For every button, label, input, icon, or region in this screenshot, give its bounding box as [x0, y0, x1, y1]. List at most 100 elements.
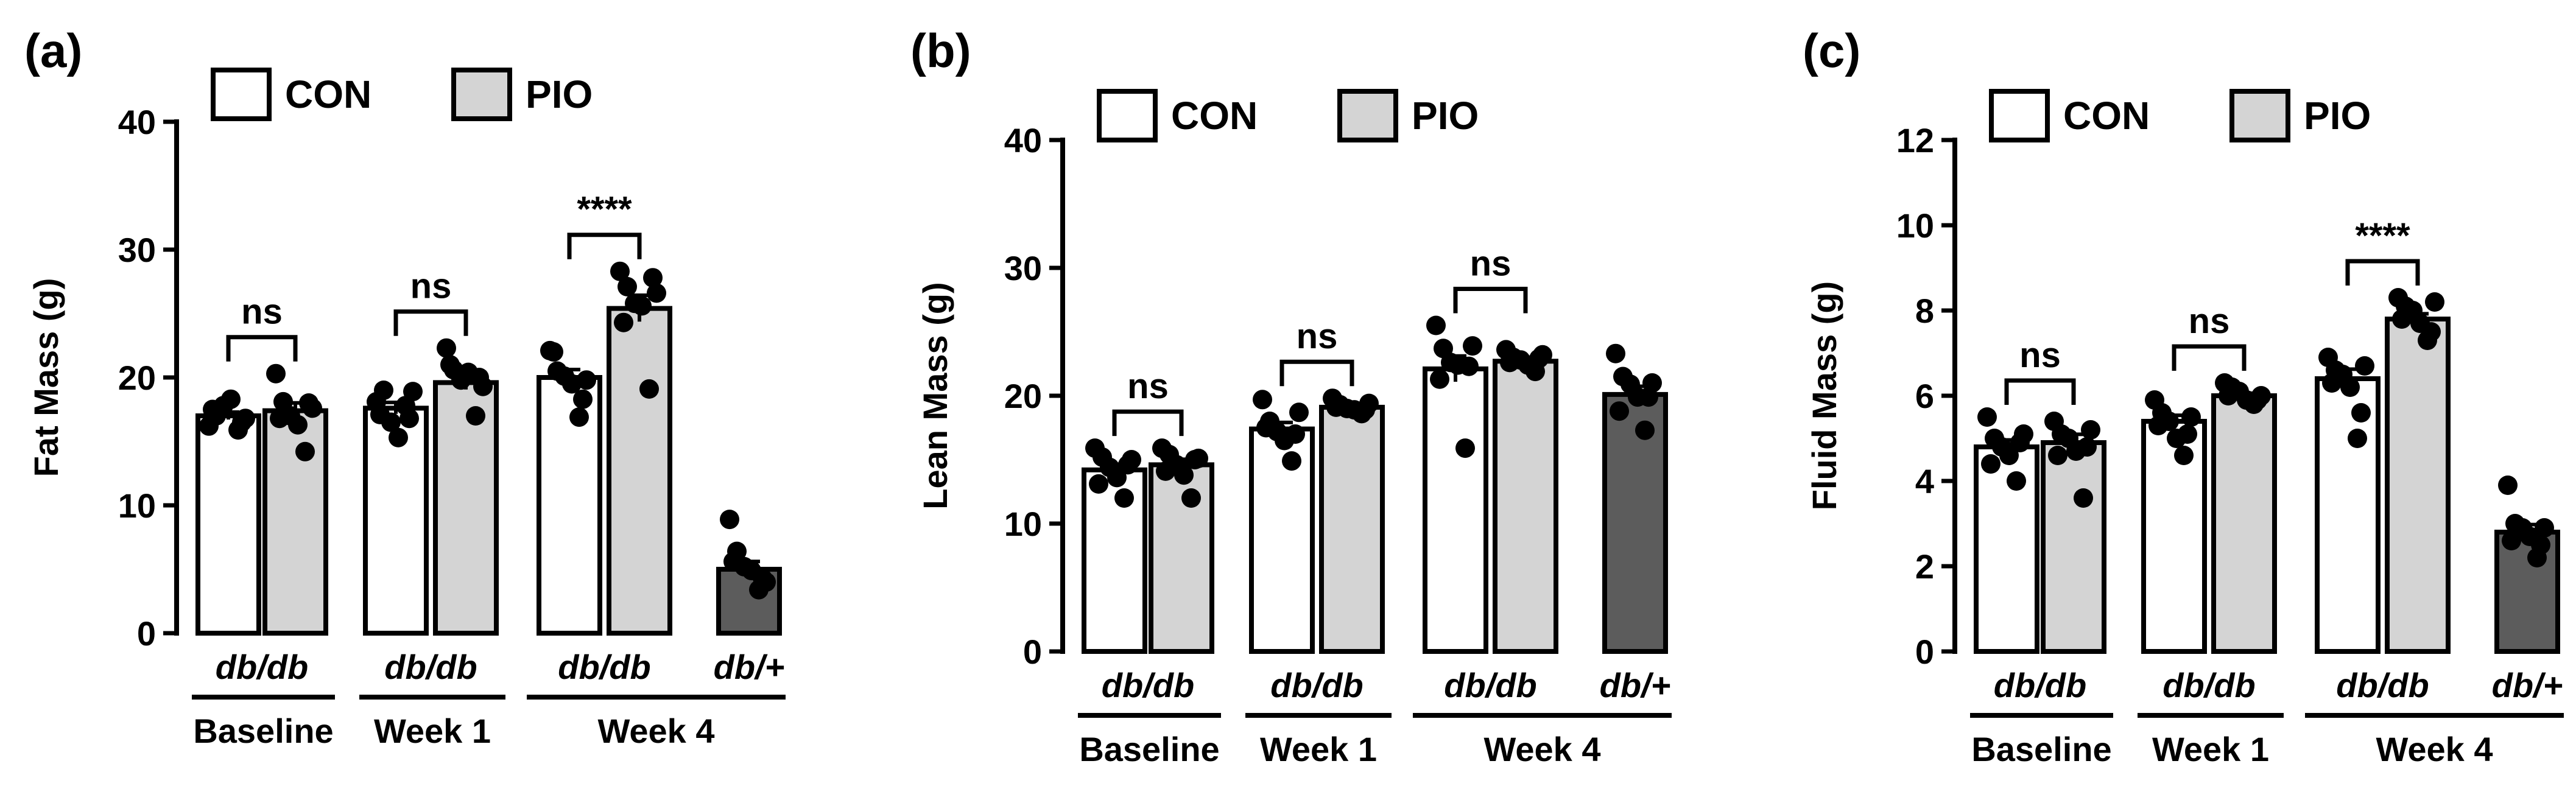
- data-point: [1356, 400, 1375, 420]
- data-point: [1529, 349, 1549, 369]
- data-point: [573, 389, 593, 409]
- data-point: [1326, 397, 1346, 417]
- y-tick-label: 2: [1915, 547, 1934, 586]
- bar: [1249, 426, 1315, 654]
- group-label: Baseline: [1971, 730, 2111, 768]
- genotype-label: db/db: [1444, 666, 1536, 704]
- data-point: [221, 389, 241, 409]
- y-tick-label: 8: [1915, 292, 1934, 330]
- data-point: [2535, 518, 2554, 538]
- significance-label: ns: [1127, 367, 1169, 406]
- data-point: [2355, 356, 2374, 376]
- panel-label: (b): [910, 24, 971, 77]
- data-point: [720, 510, 739, 530]
- data-point: [1455, 438, 1475, 458]
- data-point: [1635, 420, 1655, 440]
- legend-label-pio: PIO: [1412, 94, 1479, 138]
- data-point: [2322, 373, 2342, 393]
- data-point: [1114, 488, 1134, 508]
- data-point: [618, 276, 637, 297]
- data-point: [723, 552, 743, 572]
- data-point: [2174, 446, 2194, 465]
- bar: [1493, 359, 1558, 654]
- data-point: [370, 404, 390, 424]
- data-point: [374, 381, 393, 400]
- data-point: [569, 407, 589, 427]
- panel-label: (c): [1803, 24, 1860, 77]
- y-tick-label: 30: [118, 231, 156, 269]
- data-point: [1256, 418, 1276, 438]
- bar: [2315, 376, 2381, 654]
- significance-label: ****: [2355, 216, 2410, 256]
- data-point: [1459, 356, 1479, 376]
- legend-label-pio: PIO: [2304, 94, 2371, 138]
- data-point: [1981, 454, 2001, 474]
- data-point: [470, 368, 489, 387]
- y-tick-label: 40: [118, 103, 156, 141]
- data-point: [1089, 474, 1108, 494]
- data-point: [1999, 446, 2019, 465]
- significance-bracket: [1453, 287, 1528, 314]
- bar: [433, 380, 499, 636]
- data-point: [440, 355, 460, 374]
- y-axis-title: Fluid Mass (g): [1805, 281, 1843, 510]
- data-point: [2178, 424, 2197, 444]
- bar: [2385, 317, 2451, 654]
- data-point: [1430, 369, 1449, 389]
- data-point: [2181, 407, 2201, 427]
- panel-label: (a): [24, 24, 82, 77]
- legend-swatch-pio: [1337, 89, 1398, 142]
- y-tick-label: 12: [1896, 121, 1934, 160]
- data-point: [639, 379, 659, 399]
- data-point: [1156, 461, 1175, 481]
- y-axis-title: Lean Mass (g): [916, 282, 954, 509]
- data-point: [544, 342, 563, 362]
- genotype-label: db/db: [558, 648, 650, 686]
- y-tick-label: 0: [1915, 633, 1934, 671]
- significance-label: ****: [577, 190, 632, 230]
- significance-label: ns: [1297, 317, 1338, 356]
- genotype-label: db/db: [2163, 666, 2255, 704]
- data-point: [266, 363, 286, 384]
- legend-label-con: CON: [2063, 94, 2150, 138]
- bar: [1423, 366, 1488, 654]
- data-point: [295, 441, 315, 461]
- y-tick-label: 40: [1004, 121, 1042, 160]
- data-point: [1118, 455, 1138, 475]
- data-point: [753, 568, 772, 588]
- y-tick-label: 10: [1896, 206, 1934, 245]
- data-point: [1426, 315, 1446, 335]
- data-point: [2081, 420, 2100, 440]
- legend-label-pio: PIO: [526, 72, 593, 116]
- data-point: [437, 338, 456, 358]
- significance-bracket: [1279, 359, 1354, 387]
- genotype-label: db/+: [2492, 666, 2563, 704]
- data-point: [1185, 450, 1205, 469]
- data-point: [2219, 386, 2238, 405]
- data-point: [2010, 433, 2030, 452]
- data-point: [466, 406, 485, 426]
- data-point: [2348, 429, 2367, 448]
- significance-label: ns: [410, 267, 452, 306]
- data-point: [389, 427, 408, 447]
- data-point: [614, 312, 633, 332]
- y-tick-label: 4: [1915, 462, 1934, 500]
- legend-label-con: CON: [1171, 94, 1258, 138]
- significance-bracket: [393, 309, 468, 336]
- significance-bracket: [1112, 409, 1184, 437]
- data-point: [1500, 353, 1519, 373]
- data-point: [1606, 343, 1625, 363]
- y-tick-label: 0: [137, 614, 156, 653]
- data-point: [1174, 465, 1194, 485]
- genotype-label: db/db: [1270, 666, 1363, 704]
- group-label: Baseline: [193, 712, 333, 750]
- y-tick-label: 0: [1023, 633, 1042, 671]
- data-point: [2425, 292, 2444, 312]
- data-point: [647, 283, 666, 303]
- data-point: [643, 268, 663, 288]
- data-point: [2077, 437, 2097, 457]
- data-point: [288, 415, 308, 435]
- data-point: [2498, 475, 2518, 495]
- y-tick-label: 10: [118, 486, 156, 525]
